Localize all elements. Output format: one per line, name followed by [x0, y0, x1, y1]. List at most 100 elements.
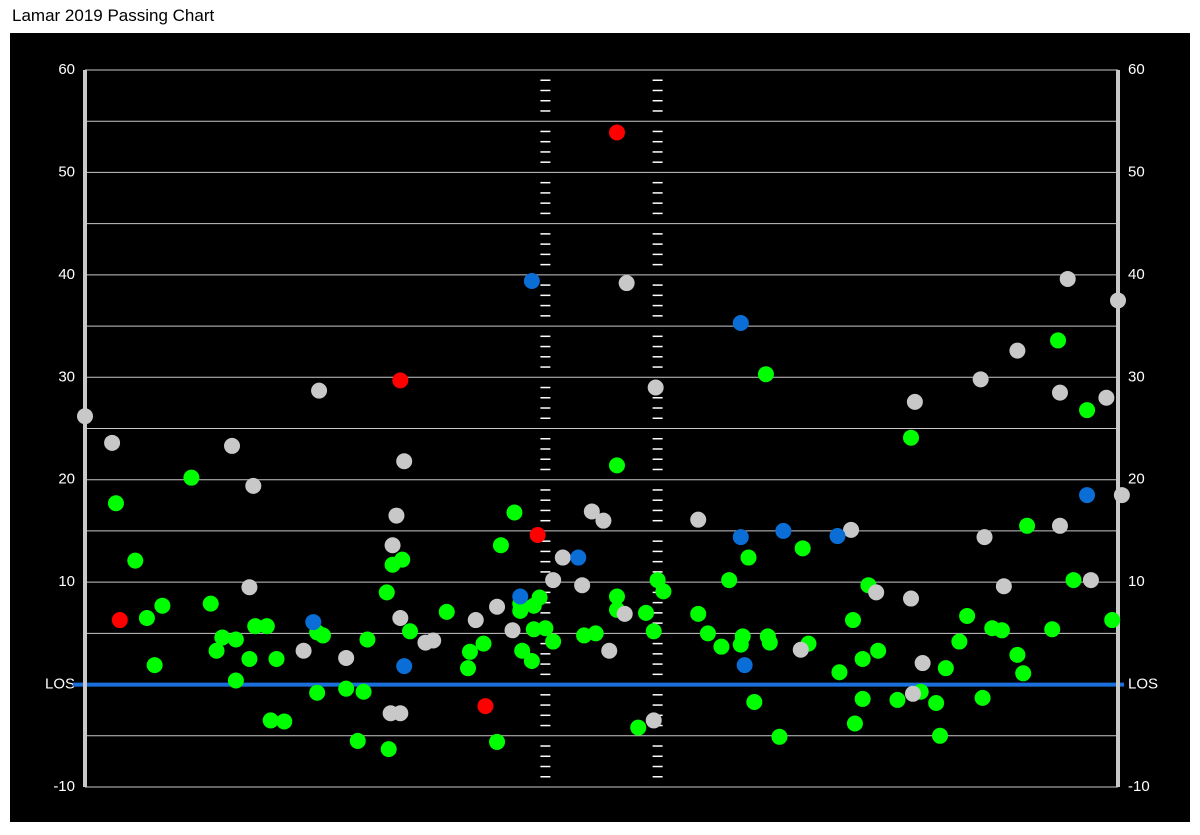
pass-point [314, 627, 331, 644]
pass-point [359, 631, 376, 648]
pass-point [854, 690, 871, 707]
pass-point [844, 612, 861, 629]
pass-point [736, 657, 753, 674]
pass-point [1065, 572, 1082, 589]
pass-point [713, 638, 730, 655]
pass-point [570, 549, 587, 566]
pass-point [976, 529, 993, 546]
pass-point [1082, 572, 1099, 589]
pass-point [904, 685, 921, 702]
pass-point [937, 660, 954, 677]
pass-point [388, 507, 405, 524]
pass-point [574, 577, 591, 594]
pass-point [525, 621, 542, 638]
pass-point [721, 572, 738, 589]
pass-point [378, 584, 395, 601]
pass-point [309, 684, 326, 701]
pass-point [338, 680, 355, 697]
pass-point [831, 664, 848, 681]
pass-point [690, 511, 707, 528]
y-tick-label: 20 [58, 471, 75, 488]
pass-point [870, 642, 887, 659]
pass-point [699, 625, 716, 642]
pass-point [183, 469, 200, 486]
pass-point [1009, 646, 1026, 663]
pass-point [355, 683, 372, 700]
pass-point [608, 588, 625, 605]
pass-point [396, 658, 413, 675]
pass-point [208, 642, 225, 659]
pass-point [928, 695, 945, 712]
pass-point [475, 635, 492, 652]
pass-point [396, 453, 413, 470]
pass-point [554, 549, 571, 566]
pass-point [460, 660, 477, 677]
pass-point [506, 504, 523, 521]
pass-point [104, 434, 121, 451]
pass-point [732, 314, 749, 331]
pass-point [531, 589, 548, 606]
pass-point [392, 372, 409, 389]
pass-point [107, 495, 124, 512]
pass-point [489, 598, 506, 615]
pass-point [529, 527, 546, 544]
pass-point [616, 605, 633, 622]
pass-point [647, 379, 664, 396]
pass-point [637, 604, 654, 621]
pass-point [732, 529, 749, 546]
pass-point [392, 609, 409, 626]
y-tick-label: 60 [58, 61, 75, 78]
pass-point [903, 429, 920, 446]
pass-point [247, 618, 264, 635]
pass-point [1009, 342, 1026, 359]
pass-point [1104, 612, 1121, 629]
pass-point [545, 633, 562, 650]
pass-point [227, 672, 244, 689]
pass-point [241, 650, 258, 667]
pass-point [792, 641, 809, 658]
pass-point [601, 642, 618, 659]
pass-point [477, 698, 494, 715]
pass-point [740, 549, 757, 566]
pass-point [690, 605, 707, 622]
pass-point [618, 275, 635, 292]
y2-tick-label: 50 [1128, 163, 1145, 180]
pass-point [1079, 402, 1096, 419]
y-tick-label: 50 [58, 163, 75, 180]
y2-tick-label: 40 [1128, 266, 1145, 283]
pass-point [545, 572, 562, 589]
pass-point [202, 595, 219, 612]
pass-point [854, 650, 871, 667]
y-tick-label: 10 [58, 573, 75, 590]
pass-point [349, 732, 366, 749]
pass-point [311, 382, 328, 399]
pass-point [1051, 517, 1068, 534]
pass-point [995, 578, 1012, 595]
pass-point [523, 273, 540, 290]
pass-point [1098, 389, 1115, 406]
pass-point [829, 528, 846, 545]
pass-point [757, 366, 774, 383]
pass-point [438, 603, 455, 620]
pass-point [512, 602, 529, 619]
pass-point [1059, 270, 1076, 287]
pass-point [504, 622, 521, 639]
pass-point [1050, 332, 1067, 349]
pass-point [467, 612, 484, 629]
chart-title: Lamar 2019 Passing Chart [12, 6, 215, 25]
pass-point [512, 588, 529, 605]
pass-point [138, 609, 155, 626]
pass-point [771, 728, 788, 745]
y2-tick-label: -10 [1128, 778, 1150, 795]
pass-point [489, 733, 506, 750]
pass-point [914, 655, 931, 672]
pass-point [384, 537, 401, 554]
pass-point [583, 503, 600, 520]
pass-point [1079, 487, 1096, 504]
pass-point [794, 540, 811, 557]
pass-point [258, 618, 275, 635]
pass-point [868, 584, 885, 601]
pass-point [492, 537, 509, 554]
